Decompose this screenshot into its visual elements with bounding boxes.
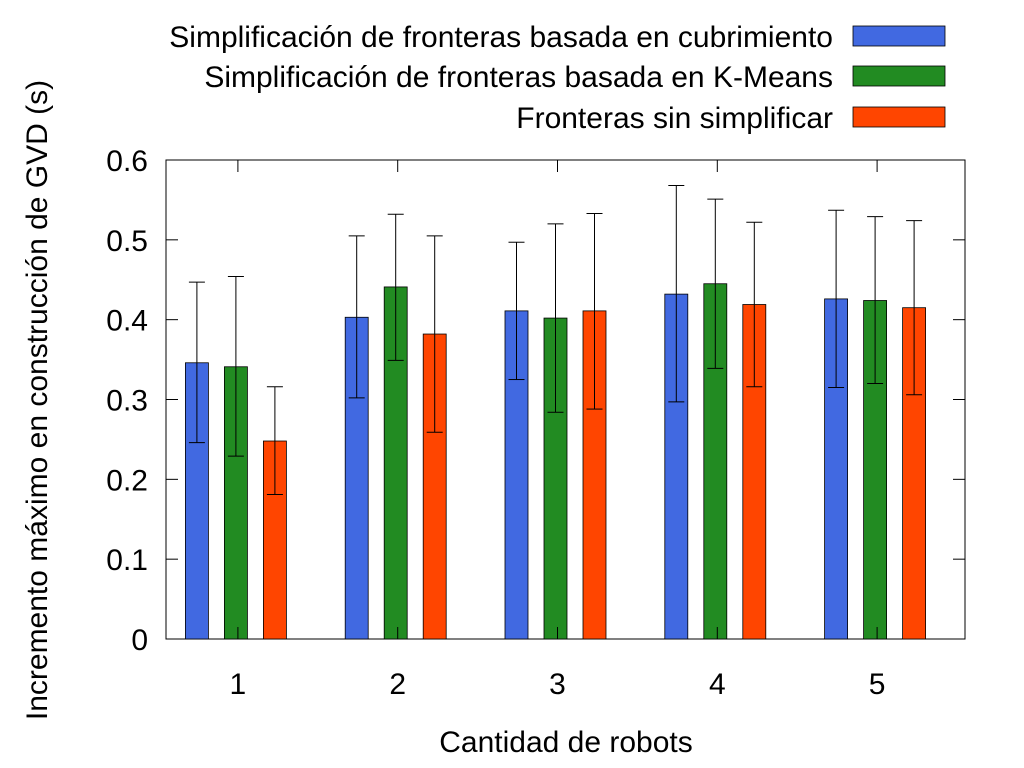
x-tick-label: 2 xyxy=(389,668,406,701)
error-bar xyxy=(426,235,443,433)
error-bar xyxy=(586,212,603,410)
error-bar xyxy=(227,276,244,457)
y-tick-label: 0.3 xyxy=(106,385,148,418)
y-axis: 0 0.1 0.2 0.3 0.4 0.5 0.6 xyxy=(106,145,965,657)
x-axis-title: Cantidad de robots xyxy=(439,726,693,759)
y-tick-label: 0.2 xyxy=(106,464,148,497)
y-tick-label: 0.6 xyxy=(106,145,148,178)
y-tick-label: 0 xyxy=(131,624,148,657)
plot-area xyxy=(165,159,966,640)
error-bar xyxy=(668,185,685,403)
error-bar xyxy=(906,220,923,396)
x-tick-label: 1 xyxy=(230,668,247,701)
error-bar xyxy=(707,198,724,369)
y-tick-label: 0.1 xyxy=(106,544,148,577)
legend: Simplificación de fronteras basada en cu… xyxy=(169,21,946,135)
error-bar xyxy=(828,209,845,389)
legend-label: Fronteras sin simplificar xyxy=(516,102,833,135)
error-bar xyxy=(867,216,884,385)
y-axis-title: Incremento máximo en construcción de GVD… xyxy=(21,80,54,720)
error-bar xyxy=(188,281,205,444)
x-axis: 1 2 3 4 5 xyxy=(230,160,886,701)
legend-label: Simplificación de fronteras basada en K-… xyxy=(204,61,833,94)
x-tick-label: 3 xyxy=(549,668,566,701)
error-bar xyxy=(348,235,365,399)
legend-swatch xyxy=(852,25,946,47)
y-tick-label: 0.4 xyxy=(106,305,148,338)
error-bar xyxy=(508,241,525,381)
error-bar xyxy=(746,221,763,388)
x-tick-label: 5 xyxy=(869,668,886,701)
x-tick-label: 4 xyxy=(709,668,726,701)
error-bar xyxy=(547,223,564,413)
legend-entry: Simplificación de fronteras basada en cu… xyxy=(169,21,946,54)
error-bar xyxy=(266,386,283,496)
legend-entry: Fronteras sin simplificar xyxy=(516,102,946,135)
legend-swatch xyxy=(852,65,946,87)
legend-swatch xyxy=(852,106,946,128)
y-tick-label: 0.5 xyxy=(106,225,148,258)
error-bar xyxy=(387,213,404,361)
legend-entry: Simplificación de fronteras basada en K-… xyxy=(204,61,946,94)
legend-label: Simplificación de fronteras basada en cu… xyxy=(169,21,833,54)
